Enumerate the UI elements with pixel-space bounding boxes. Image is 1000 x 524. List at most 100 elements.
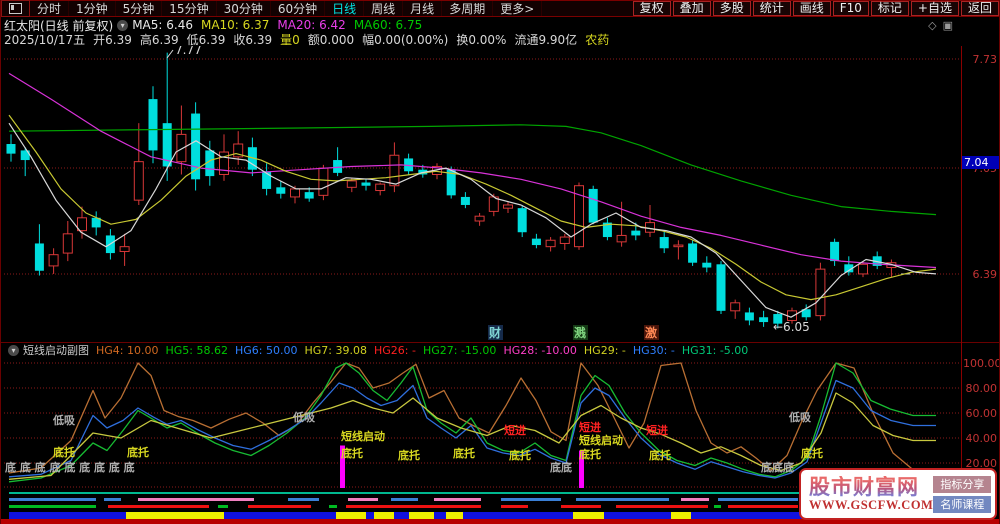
- panel-divider: [1, 342, 999, 343]
- svg-text:底托: 底托: [801, 446, 823, 460]
- menu-item-周线[interactable]: 周线: [364, 1, 404, 16]
- price-axis-label: 7.73: [972, 53, 998, 66]
- svg-text:溅: 溅: [574, 325, 586, 340]
- toolbar-button-画线[interactable]: 画线: [792, 1, 831, 16]
- indicator-title: 短线启动副图: [23, 344, 89, 357]
- hg-value: HG27: -15.00: [422, 343, 497, 357]
- svg-text:短线启动: 短线启动: [341, 429, 385, 443]
- toolbar-button-返回[interactable]: 返回: [960, 1, 999, 16]
- chevron-down-icon[interactable]: ▾: [117, 19, 129, 31]
- stock-title: 红太阳(日线 前复权): [4, 18, 114, 33]
- svg-text:底托: 底托: [398, 448, 420, 462]
- axis-separator: [961, 46, 962, 519]
- brand-name: 股市财富网: [809, 476, 933, 498]
- menu-item-多周期[interactable]: 多周期: [442, 1, 494, 16]
- ma-value: MA20: 6.42: [277, 18, 346, 32]
- quote-field: 换0.00%: [456, 32, 507, 47]
- quote-field: 收6.39: [233, 32, 273, 47]
- layout-icon-box[interactable]: [1, 0, 30, 17]
- quote-field: 幅0.00(0.00%): [362, 32, 449, 47]
- row-icons: ◇ ▣: [928, 19, 953, 32]
- menu-item-5分钟[interactable]: 5分钟: [116, 1, 163, 16]
- svg-text:底托: 底托: [341, 446, 363, 460]
- menu-item-日线[interactable]: 日线: [325, 1, 365, 16]
- period-menu: 分时 1分钟 5分钟 15分钟 30分钟 60分钟 日线 周线 月线 多周期 更多>: [1, 0, 543, 17]
- hg-value: HG29: -: [583, 343, 626, 357]
- svg-text:底托: 底托: [509, 448, 531, 462]
- watermark-card: 股市财富网 WWW.GSCFW.COM 指标分享 名师课程: [799, 468, 997, 520]
- menu-item-分时[interactable]: 分时: [30, 1, 70, 16]
- svg-text:短进: 短进: [646, 423, 668, 437]
- window-layout-icon: [9, 3, 22, 14]
- svg-text:低吸: 低吸: [292, 410, 316, 424]
- watermark-text: 股市财富网 WWW.GSCFW.COM: [809, 476, 933, 513]
- quote-field: 农药: [585, 32, 610, 47]
- hg-value: HG4: 10.00: [96, 343, 159, 357]
- svg-text:短线启动: 短线启动: [579, 433, 623, 447]
- window-bottom-border: [1, 519, 999, 524]
- svg-text:低吸: 低吸: [52, 413, 76, 427]
- quote-field: 流通9.90亿: [514, 32, 578, 47]
- diamond-icon[interactable]: ◇: [928, 18, 937, 32]
- menu-item-1分钟[interactable]: 1分钟: [69, 1, 116, 16]
- menu-item-月线[interactable]: 月线: [403, 1, 443, 16]
- quote-field: 高6.39: [139, 32, 179, 47]
- indicator-axis-label: 40.00: [965, 432, 998, 445]
- quote-detail-row: 2025/10/17五 开6.39 高6.39 低6.39 收6.39 量0 额0.000 幅…: [4, 32, 998, 47]
- hg-value: HG6: 50.00: [235, 343, 298, 357]
- indicator-axis-label: 80.00: [965, 382, 998, 395]
- svg-text:激: 激: [645, 325, 657, 340]
- svg-text:底托: 底托: [649, 448, 671, 462]
- svg-text:底底: 底底: [550, 460, 572, 474]
- toolbar-button-统计[interactable]: 统计: [752, 1, 791, 16]
- hg-value: HG26: -: [374, 343, 416, 357]
- ma-value: MA5: 6.46: [132, 18, 193, 32]
- last-price-box: 7.04: [962, 156, 999, 169]
- brand-url: WWW.GSCFW.COM: [809, 497, 934, 512]
- ma-values: MA5: 6.46 MA10: 6.37 MA20: 6.42 MA60: 6.75: [132, 18, 430, 32]
- toolbar-button-复权[interactable]: 复权: [632, 1, 671, 16]
- svg-text:短进: 短进: [579, 420, 601, 434]
- toolbar-button-多股[interactable]: 多股: [712, 1, 751, 16]
- toolbar-button-+自选[interactable]: +自选: [910, 1, 959, 16]
- watermark-badges: 指标分享 名师课程: [933, 475, 992, 513]
- hg-value: HG7: 39.08: [304, 343, 368, 357]
- quote-field: 2025/10/17五: [4, 32, 86, 47]
- pane-icon[interactable]: ▣: [942, 18, 953, 32]
- indicator-axis-label: 20.00: [965, 457, 998, 470]
- stock-info-row: 红太阳(日线 前复权) ▾ MA5: 6.46 MA10: 6.37 MA20: 6…: [4, 18, 998, 33]
- top-toolbar: 分时 1分钟 5分钟 15分钟 30分钟 60分钟 日线 周线 月线 多周期 更多> 复权 叠加 多股统…: [1, 0, 999, 17]
- svg-text:7.77: 7.77: [175, 46, 202, 57]
- svg-text:底托: 底托: [53, 445, 75, 459]
- chevron-down-icon[interactable]: ▾: [8, 344, 19, 356]
- svg-text:底托: 底托: [579, 447, 601, 461]
- ma-value: MA10: 6.37: [200, 18, 270, 32]
- badge-teacher-course: 名师课程: [933, 495, 992, 513]
- indicator-axis-label: 60.00: [965, 407, 998, 420]
- quote-field: 额0.000: [307, 32, 355, 47]
- quote-field: 量0: [280, 32, 300, 47]
- menu-item-60分钟[interactable]: 60分钟: [271, 1, 326, 16]
- hg-value: HG28: -10.00: [503, 343, 577, 357]
- main-candlestick-chart[interactable]: 7.77 ←6.05 财 溅 激: [1, 46, 961, 342]
- toolbar-button-标记[interactable]: 标记: [870, 1, 909, 16]
- svg-text:财: 财: [488, 325, 501, 340]
- menu-item-30分钟[interactable]: 30分钟: [217, 1, 271, 16]
- hg-value: HG5: 58.62: [165, 343, 229, 357]
- quote-field: 低6.39: [186, 32, 226, 47]
- ma-value: MA60: 6.75: [353, 18, 423, 32]
- indicator-axis-label: 100.00: [963, 357, 1000, 370]
- menu-item-更多>[interactable]: 更多>: [493, 1, 543, 16]
- menu-item-15分钟[interactable]: 15分钟: [162, 1, 217, 16]
- svg-text:底托: 底托: [453, 446, 475, 460]
- quote-field: 开6.39: [93, 32, 132, 47]
- hg-value: HG31: -5.00: [681, 343, 749, 357]
- toolbar-button-F10[interactable]: F10: [832, 1, 869, 16]
- hg-value: HG30: -: [632, 343, 675, 357]
- svg-text:底托: 底托: [127, 445, 149, 459]
- indicator-header: ▾ 短线启动副图 HG4: 10.00 HG5: 58.62 HG6: 50.00 H…: [4, 343, 959, 357]
- badge-indicator-share: 指标分享: [933, 475, 992, 493]
- toolbar-button-叠加[interactable]: 叠加: [672, 1, 711, 16]
